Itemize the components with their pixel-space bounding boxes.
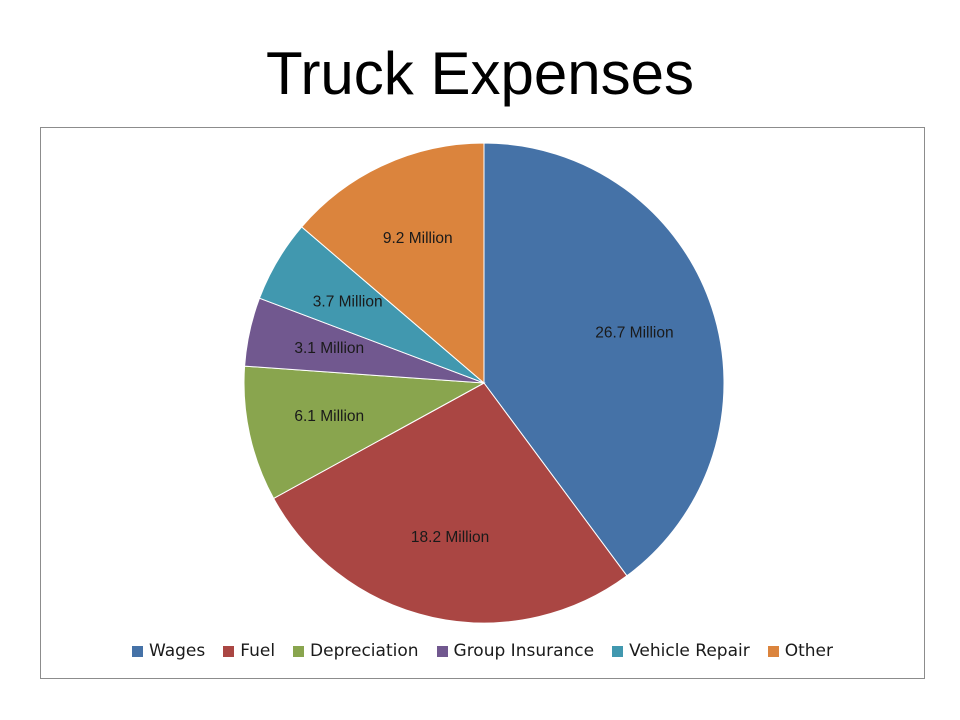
legend-label: Vehicle Repair xyxy=(629,641,750,661)
pie-slice-other xyxy=(300,142,485,385)
chart-area: 26.7 Million 18.2 Million 6.1 Million 3.1 M… xyxy=(40,127,925,679)
data-label-group-insurance: 3.1 Million xyxy=(294,340,364,357)
legend-swatch xyxy=(612,645,624,657)
pie-slice-wages xyxy=(483,142,725,577)
pie-slice-fuel xyxy=(272,382,628,624)
data-label-wages: 26.7 Million xyxy=(595,324,673,341)
data-label-other: 9.2 Million xyxy=(383,230,453,247)
chart-title: Truck Expenses xyxy=(266,40,694,107)
legend-item-fuel: Fuel xyxy=(223,641,275,661)
legend-swatch xyxy=(767,645,779,657)
legend-swatch xyxy=(131,645,143,657)
data-label-fuel: 18.2 Million xyxy=(411,529,489,546)
legend-label: Wages xyxy=(148,641,206,661)
legend-item-other: Other xyxy=(767,641,834,661)
legend: Wages Fuel Depreciation Group Insurance Vehi… xyxy=(41,641,924,661)
pie-chart: 26.7 Million 18.2 Million 6.1 Million 3.1 M… xyxy=(243,142,725,624)
legend-label: Depreciation xyxy=(310,641,419,661)
legend-item-group-insurance: Group Insurance xyxy=(436,641,595,661)
legend-label: Group Insurance xyxy=(453,641,595,661)
legend-swatch xyxy=(436,645,448,657)
legend-swatch xyxy=(293,645,305,657)
data-label-vehicle-repair: 3.7 Million xyxy=(313,293,383,310)
pie-slice-depreciation xyxy=(243,365,486,500)
legend-item-vehicle-repair: Vehicle Repair xyxy=(612,641,750,661)
legend-item-depreciation: Depreciation xyxy=(293,641,419,661)
legend-label: Other xyxy=(784,641,834,661)
legend-item-wages: Wages xyxy=(131,641,206,661)
legend-label: Fuel xyxy=(240,641,276,661)
legend-swatch xyxy=(223,645,235,657)
data-label-depreciation: 6.1 Million xyxy=(294,408,364,425)
